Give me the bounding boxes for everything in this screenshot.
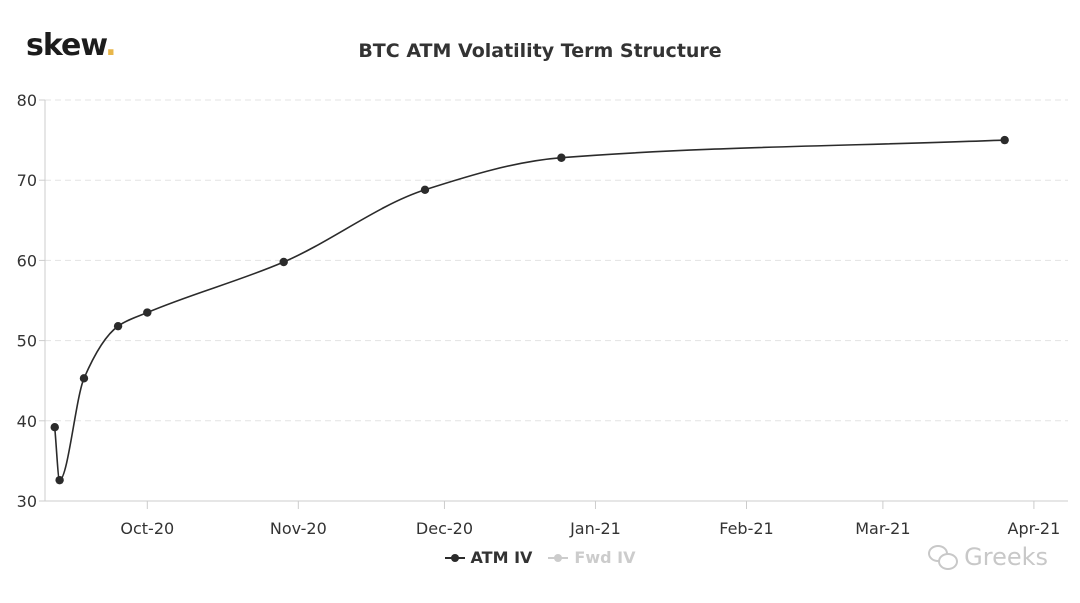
y-tick-label: 80 (17, 91, 37, 110)
data-point (1000, 135, 1009, 145)
data-point (55, 475, 64, 485)
grid-layer (45, 99, 1068, 422)
watermark: Greeks (928, 543, 1048, 571)
series-layer (50, 135, 1009, 485)
watermark-text: Greeks (964, 543, 1048, 571)
skew-logo: skew. (26, 28, 117, 63)
x-tick-label: Feb-21 (719, 519, 773, 538)
y-tick-label: 60 (17, 251, 37, 270)
y-tick-label: 70 (17, 171, 37, 190)
x-tick-label: Apr-21 (1008, 519, 1061, 538)
data-point (113, 321, 123, 331)
data-point (143, 308, 152, 317)
x-tick-label: Nov-20 (270, 519, 327, 538)
data-point (279, 257, 288, 267)
data-point (79, 374, 89, 383)
chart-title: BTC ATM Volatility Term Structure (358, 40, 722, 62)
wechat-icon (928, 545, 959, 570)
legend: ATM IV Fwd IV (0, 548, 1080, 567)
legend-marker-atm-iv (444, 552, 465, 564)
y-tick-label: 30 (17, 492, 37, 511)
legend-item-atm-iv[interactable]: ATM IV (444, 548, 533, 567)
series-line-atm-iv (53, 139, 1005, 481)
y-tick-label: 50 (17, 332, 37, 351)
x-tick-label: Dec-20 (416, 519, 473, 538)
legend-label-atm-iv: ATM IV (470, 548, 533, 567)
data-point (420, 185, 430, 195)
logo-text: skew (26, 28, 106, 63)
logo-dot: . (105, 28, 116, 63)
data-point (557, 153, 566, 162)
axis-layer: 30 40 50 60 70 80 Oct-20 Nov-20 Dec-20 Jan-21 Feb-… (17, 91, 1068, 538)
legend-item-fwd-iv[interactable]: Fwd IV (548, 548, 635, 567)
legend-marker-fwd-iv (548, 552, 569, 564)
x-tick-label: Jan-21 (569, 519, 621, 538)
y-tick-label: 40 (17, 412, 37, 431)
data-point (50, 423, 59, 432)
x-tick-label: Mar-21 (855, 519, 910, 538)
legend-label-fwd-iv: Fwd IV (574, 548, 636, 567)
x-tick-label: Oct-20 (120, 519, 174, 538)
